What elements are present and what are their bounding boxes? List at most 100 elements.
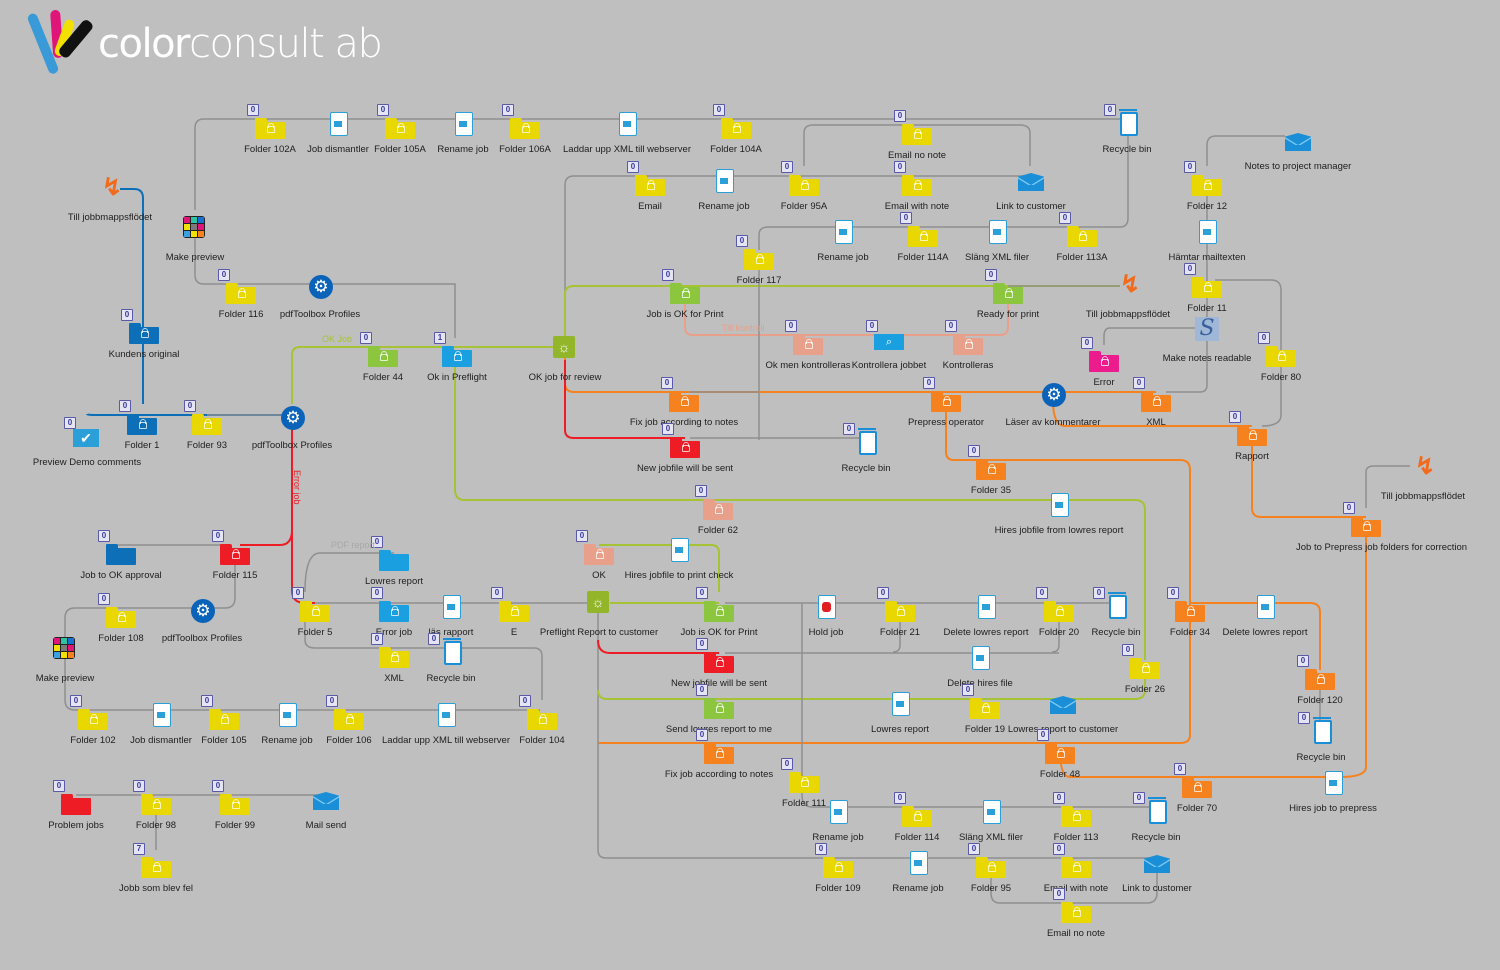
flow-node-f116[interactable]: 0 Folder 116 [171,269,311,320]
folder-icon[interactable]: 0 [53,780,93,816]
flow-node-ltc2[interactable]: Link to customer [1087,855,1227,894]
flow-node-okmk[interactable]: 0 Ok men kontrolleras [738,320,878,371]
folder-icon[interactable]: 0 [133,780,173,816]
flow-node-pdft2[interactable]: ⚙ pdfToolbox Profiles [222,406,362,451]
flow-node-hamtar[interactable]: Hämtar mailtexten [1137,220,1277,263]
flow-node-f93[interactable]: 0 Folder 93 [137,400,277,451]
flow-jump-icon[interactable]: ↯ [1120,271,1141,298]
flow-node-f109[interactable]: 0 Folder 109 [768,843,908,894]
flow-node-jokp1[interactable]: 0 Job is OK for Print [615,269,755,320]
flow-node-mailsend[interactable]: Mail send [256,792,396,831]
flow-node-njs2[interactable]: 0 New jobfile will be sent [649,638,789,689]
checkbox-folder-icon[interactable]: ✔ 0 [64,417,104,453]
flow-node-f113[interactable]: 0 Folder 113 [1006,792,1146,843]
folder-icon[interactable]: 0 [696,638,736,674]
connection-gray[interactable] [758,130,1129,250]
flow-node-email[interactable]: 0 Email [580,161,720,212]
flow-node-rj1[interactable]: Rename job [393,112,533,155]
folder-icon[interactable]: 0 [212,530,252,566]
folder-icon[interactable]: 0 [1229,411,1269,447]
flow-node-f120[interactable]: 0 Folder 120 [1250,655,1390,706]
flow-node-f102a[interactable]: 0 Folder 102A [200,104,340,155]
folder-icon[interactable]: 0 [1167,587,1207,623]
flow-node-f1[interactable]: 0 Folder 1 [72,400,212,451]
folder-icon[interactable]: 0 [781,758,821,794]
folder-icon[interactable]: 0 [184,400,224,436]
folder-icon[interactable]: 0 [1053,888,1093,924]
script-s-icon[interactable]: S [1190,317,1224,349]
folder-icon[interactable]: 0 [247,104,287,140]
mail-icon[interactable] [1014,173,1048,197]
folder-icon[interactable]: 0 [121,309,161,345]
folder-icon[interactable]: 0 [1053,843,1093,879]
folder-icon[interactable]: 0 [1036,587,1076,623]
flow-node-dlr2[interactable]: Delete lowres report [1195,595,1335,638]
flow-node-lwrep1[interactable]: 0 Lowres report [324,536,464,587]
folder-icon[interactable]: 0 [785,320,825,356]
folder-icon[interactable]: 0 [70,695,110,731]
script-document-icon[interactable] [883,692,917,720]
folder-icon[interactable]: 0 [736,235,776,271]
recycle-bin-icon[interactable]: 0 [1104,104,1144,140]
folder-icon[interactable]: 0 [98,593,138,629]
flow-node-f62[interactable]: 0 Folder 62 [648,485,788,536]
flow-node-fixn1[interactable]: 0 Fix job according to notes [614,377,754,428]
flow-node-tjm1[interactable]: ↯ Till jobbmappsflödet [40,176,180,224]
flow-node-tjm3[interactable]: ↯ Till jobbmappsflödet [1353,455,1493,503]
connection-gray[interactable] [1166,335,1208,393]
flow-node-f12[interactable]: 0 Folder 12 [1137,161,1277,212]
flow-node-f105[interactable]: 0 Folder 105 [154,695,294,746]
folder-icon[interactable]: 0 [1059,212,1099,248]
folder-icon[interactable]: 0 [1122,644,1162,680]
script-document-icon[interactable] [963,646,997,674]
flow-node-mp1[interactable]: Make preview [125,216,265,263]
script-document-icon[interactable] [144,703,178,731]
pdftoolbox-gear-icon[interactable]: ⚙ [185,599,219,629]
connection-gray[interactable] [194,118,1120,210]
flow-node-dhf[interactable]: Delete hires file [910,646,1050,689]
flow-node-lasrap[interactable]: läs rapport [381,595,521,638]
recycle-bin-icon[interactable]: 0 [843,423,883,459]
flow-node-dlr1[interactable]: Delete lowres report [916,595,1056,638]
flow-node-f114[interactable]: 0 Folder 114 [847,792,987,843]
flow-node-f98[interactable]: 0 Folder 98 [86,780,226,831]
flow-node-okpre[interactable]: 1 Ok in Preflight [387,332,527,383]
recycle-bin-icon[interactable]: 0 [428,633,468,669]
flow-node-f114a[interactable]: 0 Folder 114A [853,212,993,263]
folder-icon[interactable]: 0 [1297,655,1337,691]
connection-gray[interactable] [1215,279,1282,427]
folder-icon[interactable]: 0 [962,684,1002,720]
flow-node-jd2[interactable]: Job dismantler [91,703,231,746]
connection-gray[interactable] [194,234,456,338]
connection-blue[interactable] [86,413,290,416]
folder-icon[interactable]: 0 [923,377,963,413]
connection-gray[interactable] [304,605,543,700]
flow-node-lrtc[interactable]: Lowres report to customer [993,696,1133,735]
flow-node-jtok[interactable]: 0 Job to OK approval [51,530,191,581]
recycle-bin-icon[interactable]: 0 [1093,587,1133,623]
connection-red[interactable] [564,360,685,439]
script-document-icon[interactable] [446,112,480,140]
mail-icon[interactable] [1046,696,1080,720]
folder-icon[interactable]: 0 [1133,377,1173,413]
folder-icon[interactable]: 1 [434,332,474,368]
make-preview-icon[interactable] [178,216,212,248]
script-document-icon[interactable] [429,703,463,731]
flow-node-rb3[interactable]: 0 Recycle bin [1046,587,1186,638]
flow-node-f113a[interactable]: 0 Folder 113A [1012,212,1152,263]
flow-node-ok[interactable]: 0 OK [529,530,669,581]
script-document-icon[interactable] [821,800,855,828]
folder-icon[interactable]: 0 [781,161,821,197]
flow-node-prc[interactable]: ☼ Preflight Report to customer [529,591,669,638]
flow-node-f102[interactable]: 0 Folder 102 [23,695,163,746]
folder-icon[interactable]: 0 [1258,332,1298,368]
search-folder-icon[interactable]: ⌕ 0 [866,320,906,356]
folder-icon[interactable]: 0 [360,332,400,368]
flow-node-xmlo[interactable]: 0 XML [1086,377,1226,428]
flow-node-f48[interactable]: 0 Folder 48 [990,729,1130,780]
folder-icon[interactable]: 0 [1037,729,1077,765]
script-document-icon[interactable] [707,169,741,197]
flow-node-f35[interactable]: 0 Folder 35 [921,445,1061,496]
flow-node-f21[interactable]: 0 Folder 21 [830,587,970,638]
